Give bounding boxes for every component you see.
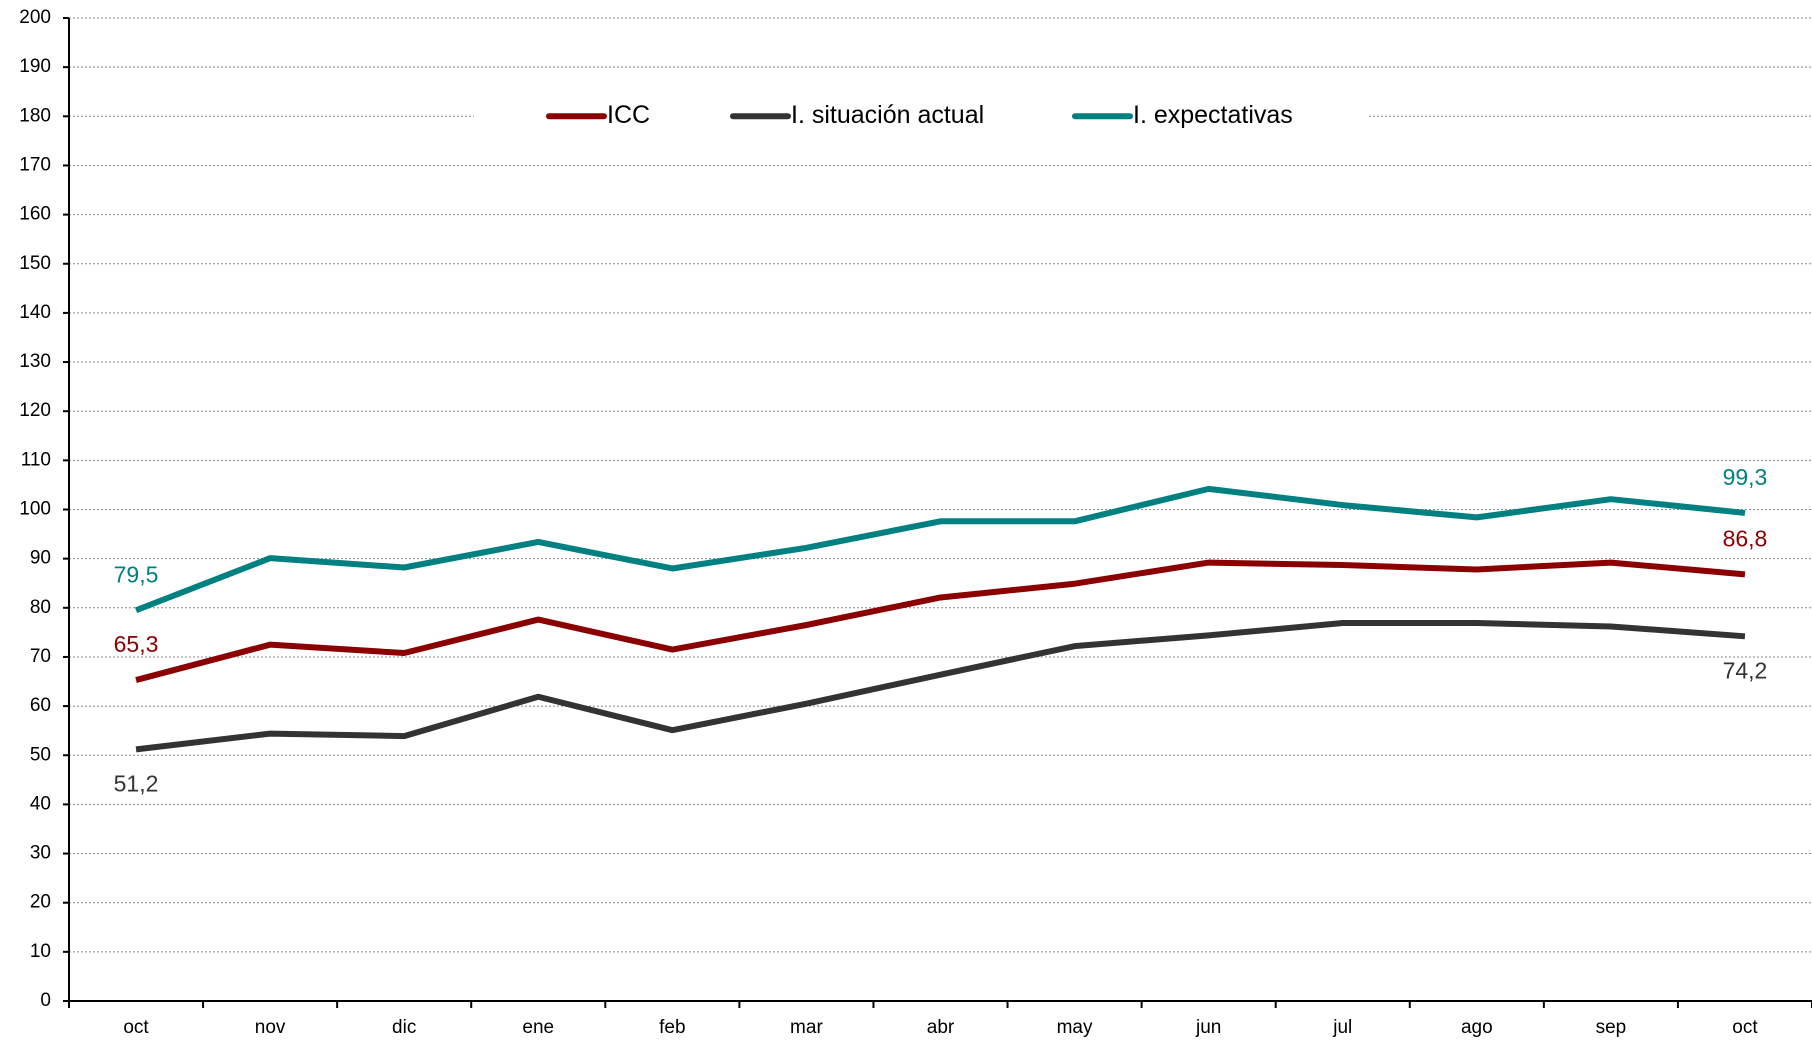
- y-tick-label: 70: [30, 646, 51, 667]
- y-tick-label: 160: [19, 204, 51, 225]
- x-tick-label: ene: [522, 1017, 554, 1038]
- y-tick-label: 190: [19, 56, 51, 77]
- y-tick-label: 140: [19, 302, 51, 323]
- x-tick-label: oct: [1732, 1017, 1758, 1038]
- y-tick-label: 200: [19, 7, 51, 28]
- value-label: 79,5: [114, 561, 159, 587]
- x-tick-label: ago: [1461, 1017, 1493, 1038]
- y-tick-label: 120: [19, 400, 51, 421]
- y-tick-label: 90: [30, 548, 51, 569]
- x-tick-label: feb: [659, 1017, 685, 1038]
- y-tick-label: 80: [30, 597, 51, 618]
- y-tick-label: 20: [30, 892, 51, 913]
- series-line: [134, 485, 1746, 614]
- x-tick-label: oct: [123, 1017, 149, 1038]
- y-tick-label: 40: [30, 793, 51, 814]
- series-line: [135, 620, 1746, 753]
- y-tick-label: 30: [30, 843, 51, 864]
- x-tick-label: abr: [927, 1017, 955, 1038]
- value-label: 65,3: [114, 631, 159, 657]
- y-tick-label: 100: [19, 499, 51, 520]
- y-tick-label: 0: [40, 990, 51, 1011]
- y-tick-label: 10: [30, 941, 51, 962]
- x-tick-label: may: [1057, 1017, 1093, 1038]
- legend-label: ICC: [607, 101, 650, 129]
- y-tick-label: 60: [30, 695, 51, 716]
- legend-background: [474, 96, 1369, 137]
- value-label: 99,3: [1723, 464, 1768, 490]
- value-label: 74,2: [1723, 657, 1768, 683]
- y-tick-label: 170: [19, 154, 51, 175]
- legend-label: I. expectativas: [1133, 101, 1293, 129]
- x-tick-label: nov: [255, 1017, 286, 1038]
- x-tick-label: dic: [392, 1017, 416, 1038]
- y-tick-label: 180: [19, 105, 51, 126]
- y-tick-label: 50: [30, 744, 51, 765]
- series-line: [135, 559, 1746, 683]
- y-tick-label: 110: [21, 449, 51, 470]
- legend-label: I. situación actual: [791, 101, 984, 129]
- value-label: 51,2: [114, 770, 159, 796]
- y-tick-label: 150: [19, 253, 51, 274]
- x-tick-label: mar: [790, 1017, 823, 1038]
- y-tick-label: 130: [19, 351, 51, 372]
- value-label: 86,8: [1723, 525, 1768, 551]
- x-tick-label: jun: [1195, 1017, 1221, 1038]
- x-tick-label: jul: [1332, 1017, 1352, 1038]
- x-tick-label: sep: [1596, 1017, 1627, 1038]
